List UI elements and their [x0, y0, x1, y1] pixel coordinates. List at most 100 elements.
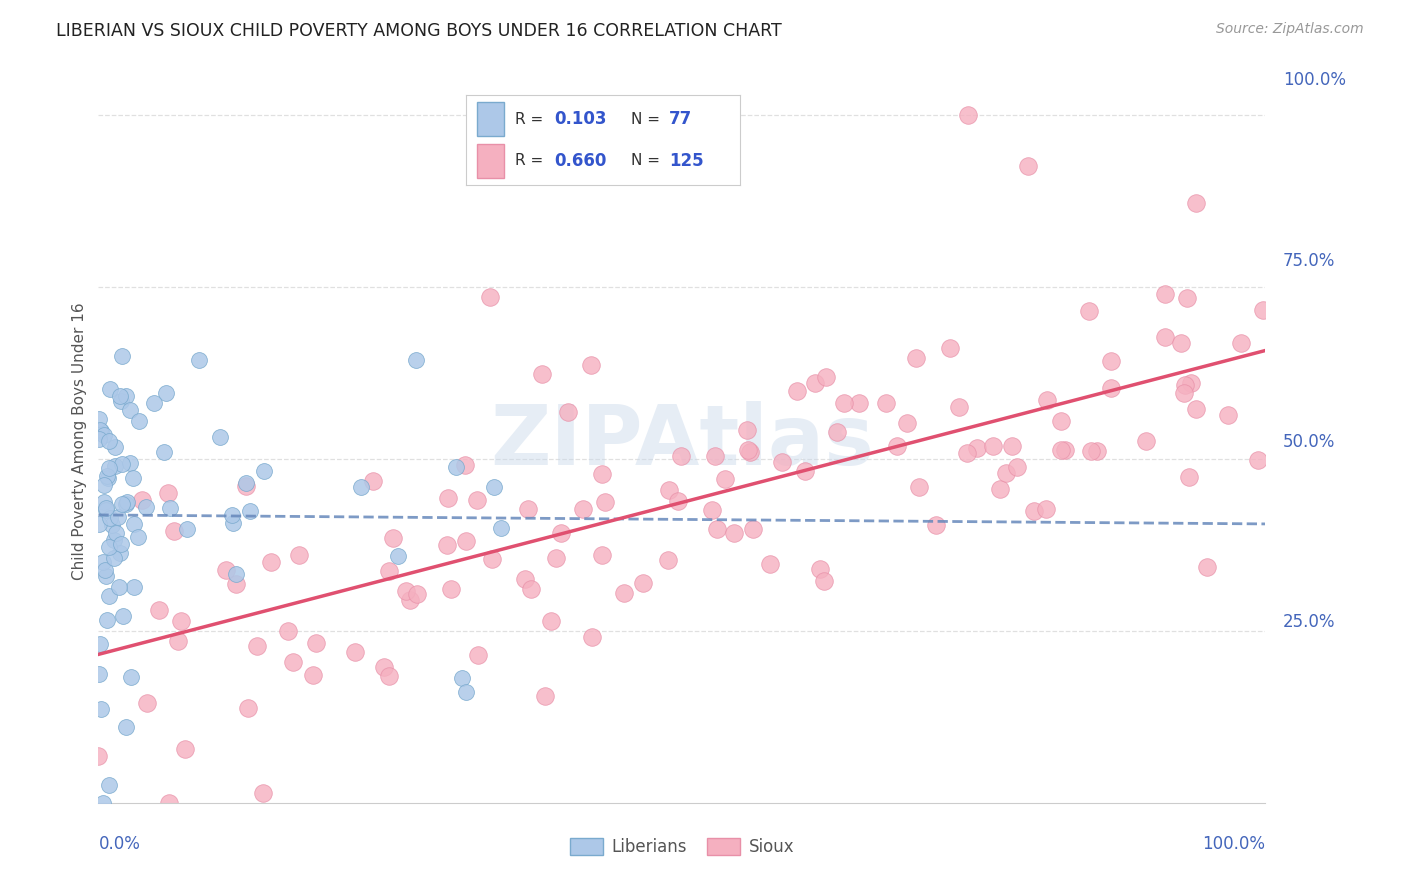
Point — [135, 500, 157, 514]
Point — [666, 494, 689, 508]
Point — [1174, 378, 1197, 392]
Point — [98, 540, 121, 554]
Legend: Liberians, Sioux: Liberians, Sioux — [562, 831, 801, 863]
Point — [534, 689, 557, 703]
Point — [481, 551, 503, 566]
Point — [238, 701, 260, 715]
Text: 0.0%: 0.0% — [98, 835, 141, 854]
Point — [157, 485, 180, 500]
Point — [896, 416, 918, 430]
Point — [97, 778, 120, 792]
Point — [221, 508, 243, 522]
Point — [87, 412, 110, 426]
Point — [981, 439, 1004, 453]
Point — [96, 469, 118, 483]
Point — [1195, 560, 1218, 574]
Point — [581, 358, 603, 372]
Point — [703, 449, 725, 463]
Point — [377, 669, 399, 683]
Text: 100.0%: 100.0% — [1282, 71, 1346, 89]
Point — [988, 483, 1011, 497]
Point — [104, 440, 127, 454]
Point — [93, 477, 115, 491]
Point — [489, 521, 512, 535]
Point — [706, 522, 728, 536]
Point — [107, 580, 129, 594]
Point — [908, 480, 931, 494]
Point — [593, 495, 616, 509]
Point — [378, 564, 401, 578]
Point — [1135, 434, 1157, 448]
Point — [550, 525, 572, 540]
Point — [246, 640, 269, 654]
Point — [398, 593, 420, 607]
Point — [225, 577, 247, 591]
Point — [520, 582, 543, 596]
Point — [382, 531, 405, 545]
Text: 75.0%: 75.0% — [1282, 252, 1336, 270]
Point — [848, 396, 870, 410]
Point — [87, 749, 110, 764]
Point — [633, 575, 655, 590]
Point — [531, 367, 554, 381]
Point — [96, 613, 118, 627]
Point — [373, 660, 395, 674]
Point — [103, 551, 125, 566]
Point — [591, 467, 613, 481]
Point — [770, 455, 793, 469]
Point — [361, 474, 384, 488]
Point — [513, 572, 536, 586]
Point — [111, 349, 134, 363]
Point — [93, 555, 115, 569]
Point — [110, 537, 132, 551]
Point — [157, 796, 180, 810]
Point — [87, 432, 110, 446]
Point — [1053, 442, 1076, 457]
Point — [97, 434, 120, 449]
Point — [405, 352, 427, 367]
Point — [87, 666, 110, 681]
Point — [148, 603, 170, 617]
Point — [1005, 460, 1028, 475]
Point — [1230, 336, 1253, 351]
Point — [260, 555, 283, 569]
Point — [93, 495, 115, 509]
Point — [948, 400, 970, 414]
Point — [136, 696, 159, 710]
Point — [479, 290, 502, 304]
Point — [301, 668, 323, 682]
Point — [110, 497, 132, 511]
Point — [1178, 470, 1201, 484]
Point — [235, 479, 257, 493]
Point — [1170, 335, 1192, 350]
Text: Source: ZipAtlas.com: Source: ZipAtlas.com — [1216, 22, 1364, 37]
Point — [93, 428, 115, 442]
Point — [925, 517, 948, 532]
Point — [305, 636, 328, 650]
Point — [467, 648, 489, 662]
Point — [436, 538, 458, 552]
Point — [111, 457, 134, 471]
Point — [886, 439, 908, 453]
Point — [482, 479, 505, 493]
Point — [155, 385, 177, 400]
Point — [436, 491, 458, 506]
Point — [98, 382, 121, 396]
Point — [108, 389, 131, 403]
Point — [1251, 302, 1274, 317]
Point — [875, 396, 897, 410]
Point — [700, 503, 723, 517]
Point — [222, 516, 245, 531]
Point — [209, 430, 232, 444]
Point — [1154, 287, 1177, 301]
Point — [592, 548, 614, 562]
Point — [104, 458, 127, 473]
Point — [103, 533, 125, 547]
Point — [108, 545, 131, 559]
Point — [131, 492, 153, 507]
Point — [387, 549, 409, 564]
Point — [1247, 453, 1270, 467]
Point — [804, 376, 827, 390]
Point — [658, 483, 681, 497]
Point — [239, 504, 262, 518]
